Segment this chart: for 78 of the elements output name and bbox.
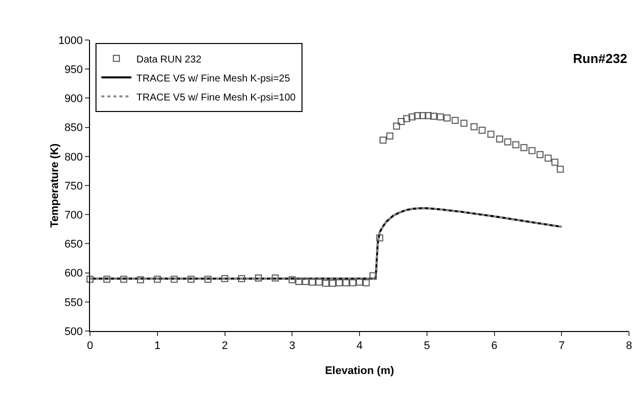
x-tick-label: 8	[626, 340, 632, 352]
y-tick-label: 600	[64, 268, 83, 280]
point	[103, 276, 110, 283]
point	[551, 158, 558, 166]
point	[369, 272, 376, 280]
point	[430, 112, 438, 120]
point	[419, 112, 426, 120]
point	[393, 122, 400, 130]
point	[336, 279, 343, 286]
point	[170, 276, 178, 283]
x-tick-label: 6	[491, 340, 498, 352]
point	[120, 276, 128, 283]
point	[520, 144, 528, 152]
point	[470, 123, 478, 130]
point	[414, 112, 421, 120]
y-axis-title: Temperature (K)	[49, 143, 61, 228]
point	[380, 136, 387, 144]
point	[528, 147, 536, 154]
point	[204, 276, 212, 283]
point	[329, 280, 336, 287]
point	[436, 113, 444, 120]
point	[424, 112, 432, 120]
point	[272, 274, 279, 282]
legend-label: Data RUN 232	[136, 54, 202, 66]
point	[460, 120, 468, 127]
annotation: Run#232	[573, 51, 628, 66]
point	[544, 154, 552, 162]
x-tick-label: 7	[558, 340, 565, 352]
point	[308, 278, 316, 286]
point	[295, 278, 302, 286]
y-tick-label: 700	[64, 209, 83, 222]
y-tick-label: 750	[64, 180, 83, 192]
point	[188, 276, 195, 283]
point	[86, 276, 94, 283]
y-tick-label: 800	[64, 151, 83, 164]
y-tick-label: 1000	[58, 34, 83, 47]
point	[398, 118, 405, 125]
point	[496, 135, 504, 142]
legend-label: TRACE V5 w/ Fine Mesh K-psi=100	[136, 92, 296, 104]
x-axis-title: Elevation (m)	[324, 365, 394, 377]
x-tick-label: 4	[356, 340, 363, 352]
x-tick-label: 5	[424, 340, 430, 352]
point	[322, 280, 330, 287]
point	[288, 276, 296, 284]
x-tick-label: 0	[86, 340, 94, 352]
point	[221, 275, 228, 282]
y-tick-label: 500	[64, 326, 83, 338]
point	[512, 141, 520, 148]
point	[254, 274, 262, 282]
point	[376, 234, 384, 242]
point	[238, 275, 246, 282]
point	[356, 278, 363, 286]
point	[386, 132, 394, 140]
y-tick-label: 950	[64, 64, 83, 76]
point	[504, 138, 512, 146]
point	[362, 279, 370, 286]
x-tick-label: 3	[289, 340, 296, 352]
point	[536, 151, 544, 158]
point	[487, 130, 494, 138]
point	[302, 278, 310, 286]
point	[408, 113, 416, 120]
x-tick-label: 1	[154, 340, 160, 352]
point	[556, 166, 564, 173]
y-tick-label: 650	[64, 238, 83, 251]
point	[137, 276, 144, 284]
point	[444, 114, 451, 122]
point	[452, 116, 459, 124]
x-tick-label: 2	[222, 340, 228, 352]
y-tick-label: 850	[64, 122, 83, 134]
y-tick-label: 900	[64, 93, 83, 106]
point	[342, 279, 350, 286]
point	[154, 276, 161, 283]
point	[478, 126, 486, 134]
point	[316, 278, 323, 286]
point	[349, 279, 356, 286]
point	[403, 115, 410, 122]
y-tick-label: 550	[64, 296, 83, 309]
legend-label: TRACE V5 w/ Fine Mesh K-psi=25	[136, 73, 290, 84]
